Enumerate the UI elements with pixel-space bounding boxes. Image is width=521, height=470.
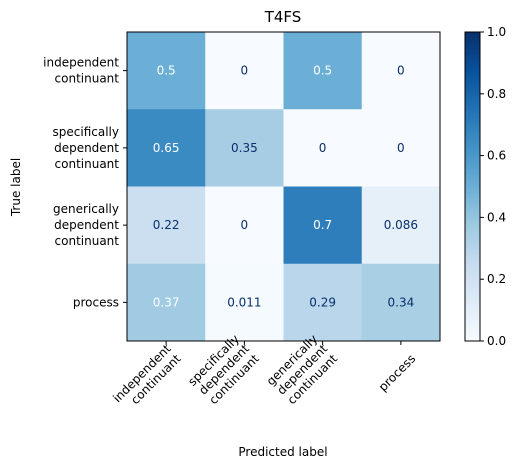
- y-tick-label: specifically dependent continuant: [53, 125, 120, 171]
- heatmap-cell: [127, 186, 206, 265]
- cell-value-label: 0: [397, 64, 405, 78]
- x-tick-labels: independentcontinuant specificallydepende…: [110, 332, 419, 415]
- x-tick-label-line: process: [376, 352, 419, 395]
- heatmap-cells: 0.5 0 0.5 0 0.65 0.35 0 0 0.22 0 0.7 0.086 0.37 0.011…: [127, 32, 441, 342]
- plot-frame: [126, 31, 441, 342]
- heatmap-cell: [283, 263, 363, 342]
- cell-value-label: 0: [319, 141, 327, 155]
- colorbar-tick-label: 0.2: [487, 272, 506, 286]
- colorbar-ticks: 0.0 0.2 0.4 0.6 0.8 1.0: [480, 25, 506, 348]
- heatmap-cell: [127, 32, 206, 110]
- heatmap-cell: [283, 186, 363, 265]
- x-tick-label: genericallydependentcontinuant: [264, 332, 341, 409]
- heatmap-cell: [283, 32, 363, 110]
- colorbar-tick-label: 1.0: [487, 25, 506, 39]
- y-tick-label-line: independent: [43, 56, 119, 70]
- cell-value-label: 0.7: [313, 218, 332, 232]
- y-tick-label-line: process: [73, 295, 119, 309]
- y-axis-label: True label: [9, 158, 23, 217]
- y-tick-label-line: dependent: [54, 141, 119, 155]
- y-tick-label-line: specifically: [53, 125, 119, 139]
- colorbar-tick-label: 0.8: [487, 87, 506, 101]
- heatmap-cell: [205, 186, 284, 265]
- heatmap-cell: [127, 109, 206, 187]
- colorbar: [464, 31, 481, 342]
- heatmap-cell: [205, 109, 284, 187]
- cell-value-label: 0: [241, 218, 249, 232]
- heatmap-cell: [361, 186, 441, 265]
- x-tick-label: independentcontinuant: [110, 341, 184, 415]
- cell-value-label: 0.37: [153, 295, 180, 309]
- colorbar-tick-label: 0.4: [487, 210, 506, 224]
- heatmap-cell: [205, 263, 284, 342]
- x-axis-label: Predicted label: [238, 445, 327, 459]
- heatmap-cell: [205, 32, 284, 110]
- heatmap-cell: [361, 32, 441, 110]
- cell-value-label: 0.5: [157, 64, 176, 78]
- cell-value-label: 0.34: [388, 295, 415, 309]
- colorbar-tick-label: 0.0: [487, 334, 506, 348]
- y-tick-label: generically dependent continuant: [53, 202, 119, 248]
- heatmap-cell: [361, 109, 441, 187]
- cell-value-label: 0.65: [153, 141, 180, 155]
- y-tick-labels: independent continuant specifically depende…: [43, 56, 127, 309]
- heatmap-cell: [127, 263, 206, 342]
- cell-value-label: 0.22: [153, 218, 180, 232]
- y-tick-label-line: continuant: [55, 157, 120, 171]
- y-tick-label-line: generically: [53, 202, 119, 216]
- cell-value-label: 0.011: [227, 295, 261, 309]
- cell-value-label: 0.29: [309, 295, 336, 309]
- chart-title: T4FS: [264, 8, 302, 26]
- y-tick-label: process: [73, 295, 119, 309]
- x-tick-label: process: [376, 352, 419, 395]
- cell-value-label: 0: [241, 64, 249, 78]
- colorbar-tick-label: 0.6: [487, 149, 506, 163]
- y-tick-label-line: dependent: [54, 218, 119, 232]
- cell-value-label: 0.5: [313, 64, 332, 78]
- x-tick-label: specificallydependentcontinuant: [185, 332, 262, 409]
- y-tick-label-line: continuant: [55, 72, 120, 86]
- y-tick-label-line: continuant: [55, 234, 120, 248]
- y-tick-label: independent continuant: [43, 56, 119, 86]
- heatmap-cell: [283, 109, 363, 187]
- cell-value-label: 0.35: [231, 141, 258, 155]
- heatmap-cell: [361, 263, 441, 342]
- cell-value-label: 0.086: [384, 218, 418, 232]
- cell-value-label: 0: [397, 141, 405, 155]
